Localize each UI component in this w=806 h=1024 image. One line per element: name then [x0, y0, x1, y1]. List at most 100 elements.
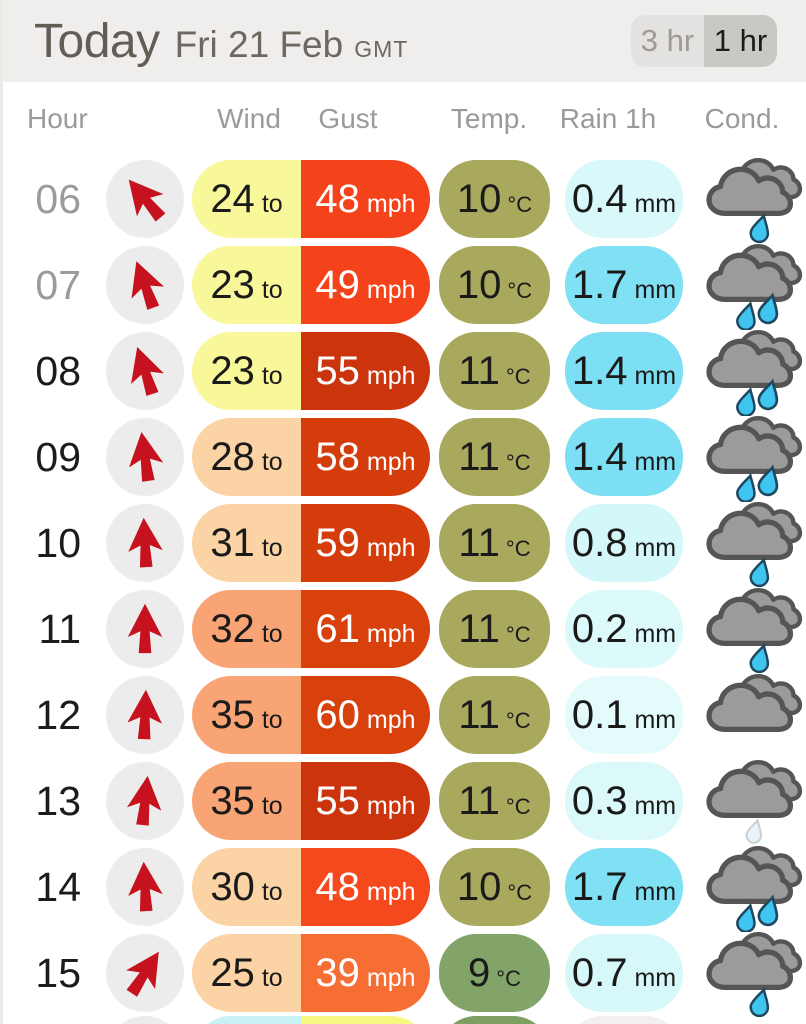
interval-toggle[interactable]: 3 hr 1 hr: [631, 15, 777, 67]
rain-pill: 0.2 mm: [565, 590, 683, 668]
raindrop-icon: [736, 472, 756, 502]
rain-unit-label: mm: [634, 361, 677, 390]
rain-unit-label: mm: [634, 619, 677, 648]
wind-join-label: to: [261, 533, 283, 562]
raindrop-icon: [749, 986, 770, 1018]
forecast-rows[interactable]: 06 24 to 48 mph 10 °C: [3, 156, 806, 1024]
wind-gust-pill: 32 to 61 mph: [192, 590, 430, 668]
wind-speed-cell: [192, 1016, 301, 1024]
cloud-rain-icon: [706, 243, 803, 330]
wind-gust-pill: 35 to 55 mph: [192, 762, 430, 840]
forecast-row: 10 31 to 59 mph 11 °C: [3, 500, 806, 588]
wind-direction-arrow-icon: [119, 771, 171, 832]
wind-gust-pill: 28 to 58 mph: [192, 418, 430, 496]
gust-unit-label: mph: [366, 361, 416, 390]
wind-gust-pill: 25 to 39 mph: [192, 934, 430, 1012]
wind-direction-arrow-icon: [114, 337, 175, 404]
raindrop-icon: [757, 894, 779, 927]
wind-speed-cell: 23 to: [192, 246, 301, 324]
wind-join-label: to: [261, 877, 283, 906]
rain-unit-label: mm: [634, 189, 677, 218]
rain-value: 0.4: [571, 176, 628, 221]
cloud-rain-icon: [706, 931, 803, 1018]
rain-value: 1.4: [571, 348, 628, 393]
gust-speed-cell: 55 mph: [301, 762, 430, 840]
gust-speed-cell: 61 mph: [301, 590, 430, 668]
toggle-option-3hr[interactable]: 3 hr: [640, 23, 695, 58]
temperature-pill: 10 °C: [439, 160, 550, 238]
cloud-rain-icon: [706, 157, 803, 244]
wind-gust-pill: 30 to 48 mph: [192, 848, 430, 926]
temperature-value: 11: [458, 520, 500, 565]
rain-unit-label: mm: [634, 705, 677, 734]
temperature-pill: 10 °C: [439, 246, 550, 324]
wind-direction-badge: [106, 504, 184, 582]
wind-speed-cell: 32 to: [192, 590, 301, 668]
column-headers: Hour Wind Gust Temp. Rain 1h Cond.: [3, 82, 806, 156]
rain-pill: 1.7 mm: [565, 848, 683, 926]
gust-unit-label: mph: [366, 791, 416, 820]
rain-pill: 0.1 mm: [565, 676, 683, 754]
wind-join-label: to: [261, 189, 283, 218]
gust-unit-label: mph: [366, 189, 416, 218]
gust-speed-value: 61: [315, 606, 360, 651]
wind-direction-badge: [106, 418, 184, 496]
rain-pill: 1.4 mm: [565, 332, 683, 410]
wind-join-label: to: [261, 705, 283, 734]
raindrop-icon: [749, 212, 770, 244]
raindrop-icon: [757, 292, 779, 325]
wind-gust-pill: 23 to 49 mph: [192, 246, 430, 324]
wind-direction-arrow-icon: [122, 601, 168, 657]
raindrop-icon: [736, 902, 756, 932]
wind-gust-pill: 35 to 60 mph: [192, 676, 430, 754]
forecast-row: 07 23 to 49 mph 10 °C: [3, 242, 806, 330]
condition-cell: [705, 842, 805, 932]
wind-speed-value: 25: [210, 950, 255, 995]
temperature-unit-label: °C: [507, 879, 533, 905]
temperature-unit-label: °C: [505, 621, 531, 647]
rain-unit-label: mm: [634, 275, 677, 304]
toggle-option-1hr[interactable]: 1 hr: [704, 15, 777, 67]
wind-speed-cell: 35 to: [192, 676, 301, 754]
wind-join-label: to: [261, 361, 283, 390]
rain-value: 1.7: [571, 864, 628, 909]
wind-direction-arrow-icon: [110, 937, 179, 1009]
raindrop-icon: [745, 818, 763, 844]
forecast-row: 13 35 to 55 mph 11 °C: [3, 758, 806, 844]
column-header-rain: Rain 1h: [559, 103, 657, 134]
temperature-value: 9: [468, 950, 491, 995]
gust-unit-label: mph: [366, 619, 416, 648]
gust-speed-value: 55: [315, 348, 360, 393]
timezone-label: GMT: [354, 35, 409, 62]
cloud-rain-icon: [706, 501, 803, 588]
gust-speed-cell: 39 mph: [301, 934, 430, 1012]
wind-direction-arrow-icon: [114, 251, 176, 319]
wind-speed-value: 35: [210, 778, 255, 823]
gust-speed-value: 55: [315, 778, 360, 823]
gust-unit-label: mph: [366, 705, 416, 734]
temperature-unit-label: °C: [507, 191, 533, 217]
raindrop-icon: [757, 464, 779, 497]
condition-cell: [705, 756, 805, 846]
rain-unit-label: mm: [634, 877, 677, 906]
rain-value: 0.7: [571, 950, 628, 995]
temperature-value: 10: [456, 864, 502, 909]
condition-cell: [705, 928, 805, 1018]
wind-speed-value: 24: [210, 176, 255, 221]
gust-speed-value: 48: [315, 176, 360, 221]
condition-cell: [705, 670, 805, 760]
gust-speed-value: 48: [315, 864, 360, 909]
temperature-unit-label: °C: [505, 707, 531, 733]
column-header-temp: Temp.: [450, 103, 528, 134]
gust-unit-label: mph: [366, 447, 416, 476]
wind-speed-cell: 31 to: [192, 504, 301, 582]
gust-speed-cell: 58 mph: [301, 418, 430, 496]
forecast-row: 11 32 to 61 mph 11 °C: [3, 586, 806, 674]
forecast-row: 12 35 to 60 mph 11 °C: [3, 672, 806, 758]
rain-value: 0.8: [571, 520, 628, 565]
header-date: Fri 21 Feb: [174, 23, 344, 65]
column-header-gust: Gust: [318, 103, 378, 134]
wind-direction-badge: [106, 160, 184, 238]
gust-speed-cell: 55 mph: [301, 332, 430, 410]
wind-join-label: to: [261, 275, 283, 304]
